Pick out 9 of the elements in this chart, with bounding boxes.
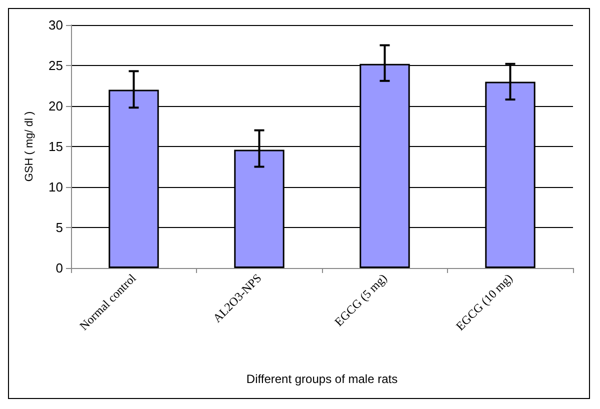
- y-tick-label: 5: [56, 220, 63, 235]
- y-tick-label: 10: [48, 180, 63, 194]
- y-tick-label: 30: [48, 18, 63, 32]
- y-axis-title: GSH ( mg/ dl ): [24, 111, 36, 182]
- y-tick-label: 25: [48, 58, 63, 73]
- x-axis-title: Different groups of male rats: [246, 372, 398, 386]
- y-tick-label: 15: [48, 139, 63, 154]
- y-tick-label: 20: [48, 98, 63, 114]
- y-tick-label: 0: [56, 260, 63, 276]
